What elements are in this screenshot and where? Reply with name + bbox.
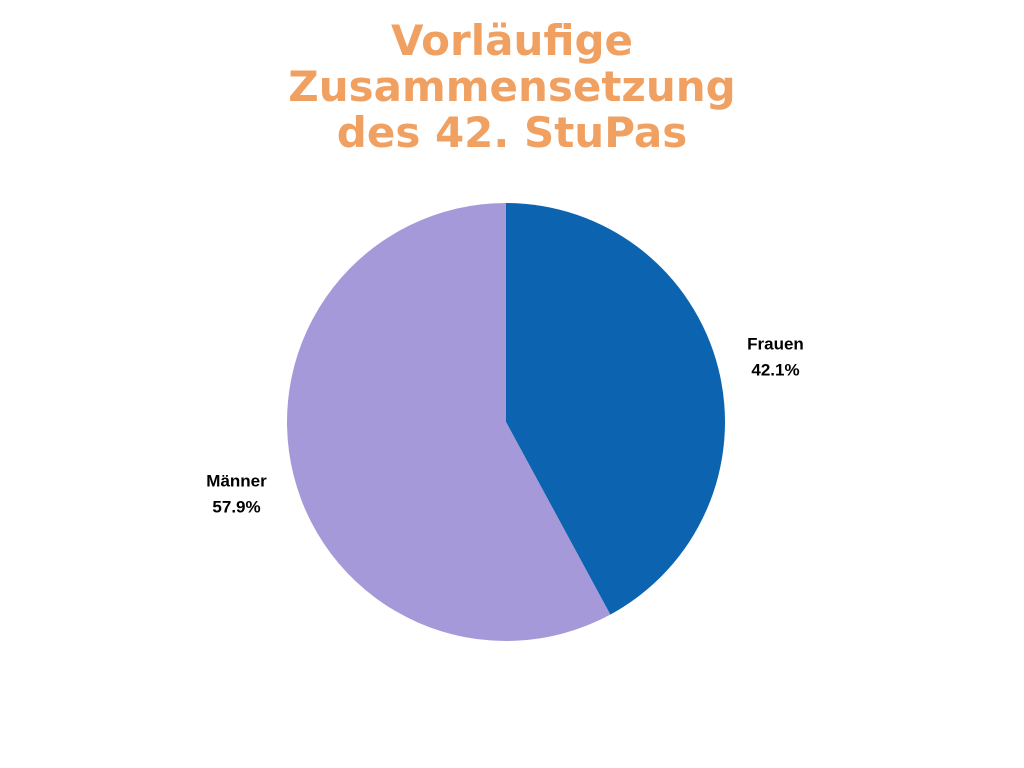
pie-slice-m-nner	[286, 203, 611, 642]
chart-title-line-1: Vorläufige	[390, 16, 634, 65]
slice-category-label: Männer	[206, 471, 267, 490]
chart-title-line-2: Zusammensetzung	[288, 62, 736, 111]
slice-category-label: Frauen	[747, 335, 804, 354]
slice-value-label: 57.9%	[212, 497, 260, 516]
chart-title-line-3: des 42. StuPas	[336, 108, 688, 157]
slice-value-label: 42.1%	[751, 361, 799, 380]
pie-slice-frauen	[506, 203, 725, 615]
chart-title: Vorläufige Zusammensetzung des 42. StuPa…	[0, 18, 1024, 156]
pie-labels: Frauen 42.1% Männer 57.9%	[206, 335, 804, 517]
pie-slices	[286, 203, 725, 642]
